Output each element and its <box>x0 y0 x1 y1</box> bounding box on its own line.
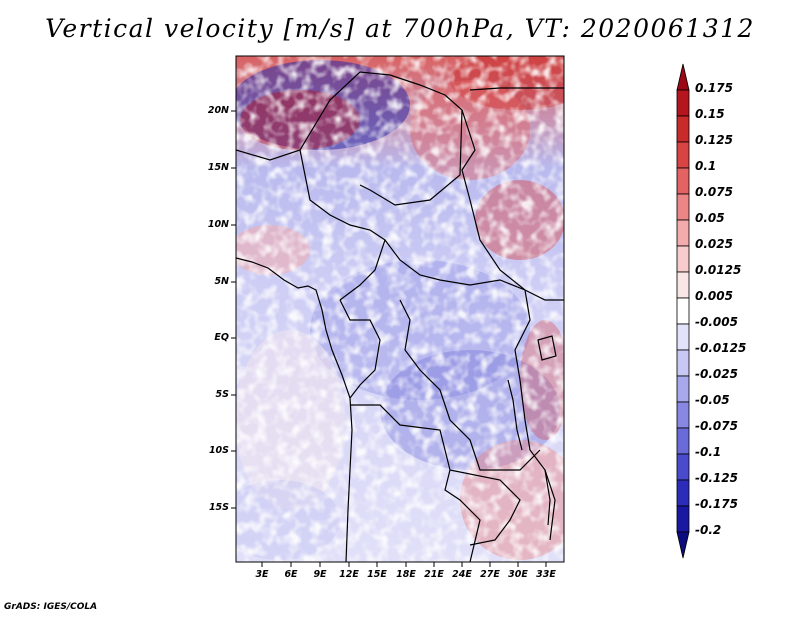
colorbar-segment <box>676 401 690 429</box>
lat-label-10s: 10S <box>208 445 229 456</box>
coastlines-and-borders <box>236 71 564 562</box>
lat-label-5n: 5N <box>214 276 229 287</box>
colorbar-segment <box>676 245 690 273</box>
colorbar-label: -0.0125 <box>695 341 747 355</box>
lat-label-20n: 20N <box>207 105 229 116</box>
colorbar-label: 0.0125 <box>695 263 742 277</box>
lon-label-27e: 27E <box>480 569 500 580</box>
lon-ticks <box>261 562 547 567</box>
colorbar-segment <box>676 427 690 455</box>
lake-victoria <box>537 335 557 361</box>
lon-label-33e: 33E <box>536 569 556 580</box>
colorbar-segment <box>676 505 690 533</box>
lat-ticks <box>231 110 236 509</box>
colorbar-label: -0.2 <box>695 523 722 537</box>
colorbar-segment <box>676 167 690 195</box>
colorbar-segment <box>676 375 690 403</box>
lon-label-30e: 30E <box>508 569 528 580</box>
colorbar-segment <box>676 219 690 247</box>
sahara-border-line <box>236 71 463 206</box>
colorbar-label: -0.175 <box>695 497 738 511</box>
colorbar-segment <box>676 141 690 169</box>
colorbar-label: -0.125 <box>695 471 738 485</box>
colorbar-segment <box>676 297 690 325</box>
colorbar-label: 0.075 <box>695 185 733 199</box>
colorbar-label: 0.125 <box>695 133 733 147</box>
east-border-line <box>514 289 556 541</box>
colorbar-segment <box>676 453 690 481</box>
colorbar-segment <box>676 323 690 351</box>
colorbar-segment <box>676 63 690 91</box>
colorbar-label: 0.15 <box>695 107 725 121</box>
lake-malawi <box>544 469 551 526</box>
colorbar-label: 0.05 <box>695 211 725 225</box>
lake-tanganyika <box>507 379 523 451</box>
lat-label-5s: 5S <box>215 389 229 400</box>
chart-title: Vertical velocity [m/s] at 700hPa, VT: 2… <box>45 14 755 43</box>
colorbar <box>676 63 690 559</box>
colorbar-segment <box>676 89 690 117</box>
lon-label-12e: 12E <box>339 569 359 580</box>
colorbar-label: -0.1 <box>695 445 722 459</box>
footer-credit: GrADS: IGES/COLA <box>4 602 98 612</box>
map-frame <box>235 55 565 563</box>
colorbar-label: 0.1 <box>695 159 717 173</box>
colorbar-label: 0.175 <box>695 81 733 95</box>
colorbar-segment <box>676 531 690 559</box>
chad-border-line <box>461 109 564 301</box>
west-africa-coastline <box>236 257 353 562</box>
colorbar-label: -0.05 <box>695 393 730 407</box>
vertical-velocity-field <box>236 56 564 562</box>
lat-label-15n: 15N <box>207 162 229 173</box>
colorbar-label: -0.025 <box>695 367 738 381</box>
colorbar-segment <box>676 349 690 377</box>
lon-label-3e: 3E <box>255 569 269 580</box>
colorbar-label: 0.025 <box>695 237 733 251</box>
central-border-line <box>384 239 526 291</box>
lat-label-eq: EQ <box>214 332 229 343</box>
lon-label-18e: 18E <box>396 569 416 580</box>
colorbar-segment <box>676 193 690 221</box>
lat-label-10n: 10N <box>207 219 229 230</box>
lon-label-6e: 6E <box>284 569 298 580</box>
colorbar-segment <box>676 479 690 507</box>
lon-label-9e: 9E <box>313 569 327 580</box>
nigeria-border-line <box>299 149 386 301</box>
congo-border-line <box>339 299 381 399</box>
lon-label-15e: 15E <box>367 569 387 580</box>
zambia-border-line <box>449 469 521 546</box>
colorbar-segment <box>676 115 690 143</box>
drc-border-line <box>399 299 541 471</box>
lon-label-21e: 21E <box>424 569 444 580</box>
lon-label-24e: 24E <box>452 569 472 580</box>
colorbar-label: -0.075 <box>695 419 738 433</box>
colorbar-label: 0.005 <box>695 289 733 303</box>
lat-label-15s: 15S <box>208 502 229 513</box>
colorbar-label: -0.005 <box>695 315 738 329</box>
northeast-border-line <box>469 87 564 91</box>
colorbar-segment <box>676 271 690 299</box>
